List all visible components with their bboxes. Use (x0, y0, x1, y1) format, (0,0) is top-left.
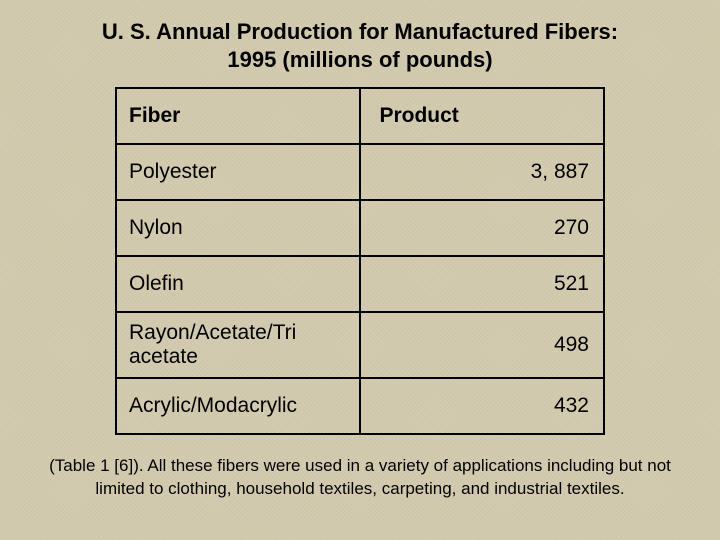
product-cell: 432 (360, 378, 604, 434)
table-row: Rayon/Acetate/Tri acetate 498 (116, 312, 604, 378)
fiber-cell: Nylon (116, 200, 360, 256)
product-cell: 3, 887 (360, 144, 604, 200)
table-header-row: Fiber Product (116, 88, 604, 144)
fiber-cell: Polyester (116, 144, 360, 200)
product-cell: 521 (360, 256, 604, 312)
table-caption: (Table 1 [6]). All these fibers were use… (30, 455, 690, 501)
fiber-cell: Acrylic/Modacrylic (116, 378, 360, 434)
col-header-fiber: Fiber (116, 88, 360, 144)
product-cell: 270 (360, 200, 604, 256)
table-row: Polyester 3, 887 (116, 144, 604, 200)
page-title: U. S. Annual Production for Manufactured… (30, 18, 690, 73)
title-line-2: 1995 (millions of pounds) (227, 47, 492, 72)
fiber-production-table: Fiber Product Polyester 3, 887 Nylon 270… (115, 87, 605, 435)
title-line-1: U. S. Annual Production for Manufactured… (102, 19, 618, 44)
product-cell: 498 (360, 312, 604, 378)
table-row: Nylon 270 (116, 200, 604, 256)
table-row: Acrylic/Modacrylic 432 (116, 378, 604, 434)
table-row: Olefin 521 (116, 256, 604, 312)
fiber-cell: Rayon/Acetate/Tri acetate (116, 312, 360, 378)
fiber-cell: Olefin (116, 256, 360, 312)
col-header-product: Product (360, 88, 604, 144)
